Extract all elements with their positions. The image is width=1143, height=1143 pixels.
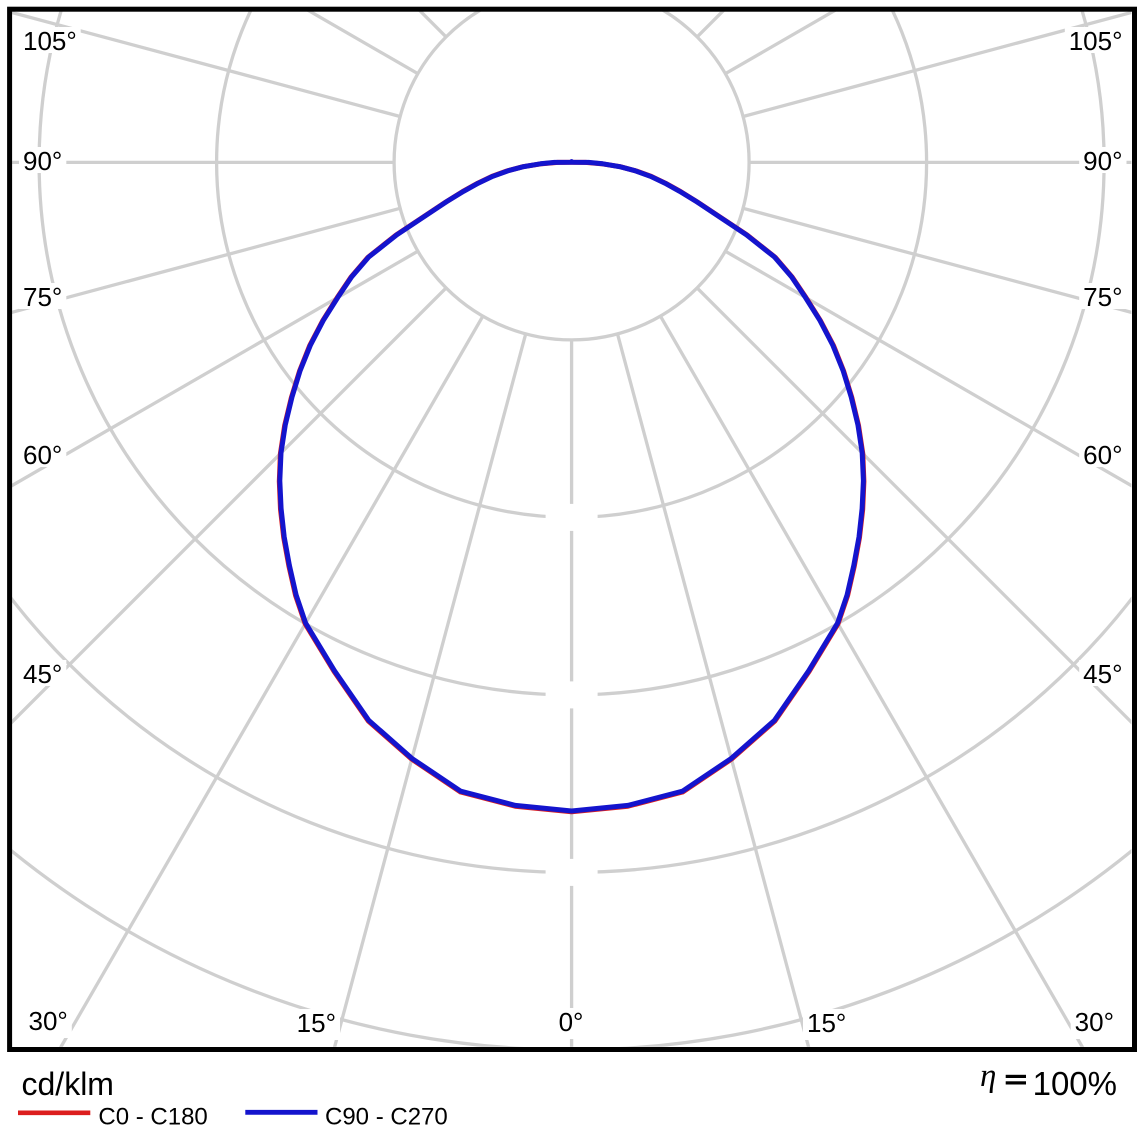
svg-text:105°: 105°	[23, 26, 77, 56]
svg-text:75°: 75°	[23, 282, 62, 312]
svg-text:90°: 90°	[23, 146, 62, 176]
svg-text:η: η	[980, 1058, 996, 1094]
svg-text:90°: 90°	[1083, 146, 1122, 176]
svg-text:45°: 45°	[1083, 659, 1122, 689]
svg-text:60°: 60°	[1083, 440, 1122, 470]
svg-text:C0 - C180: C0 - C180	[98, 1103, 207, 1130]
svg-text:0°: 0°	[559, 1007, 584, 1037]
svg-text:105°: 105°	[1069, 26, 1123, 56]
svg-text:60°: 60°	[23, 440, 62, 470]
svg-text:30°: 30°	[29, 1006, 68, 1036]
svg-text:30°: 30°	[1075, 1007, 1114, 1037]
svg-text:75°: 75°	[1083, 282, 1122, 312]
svg-text:15°: 15°	[807, 1008, 846, 1038]
svg-text:45°: 45°	[23, 659, 62, 689]
svg-text:15°: 15°	[297, 1008, 336, 1038]
svg-text:cd/klm: cd/klm	[22, 1066, 114, 1102]
svg-text:100%: 100%	[1033, 1065, 1117, 1102]
svg-text:C90 - C270: C90 - C270	[325, 1104, 448, 1131]
